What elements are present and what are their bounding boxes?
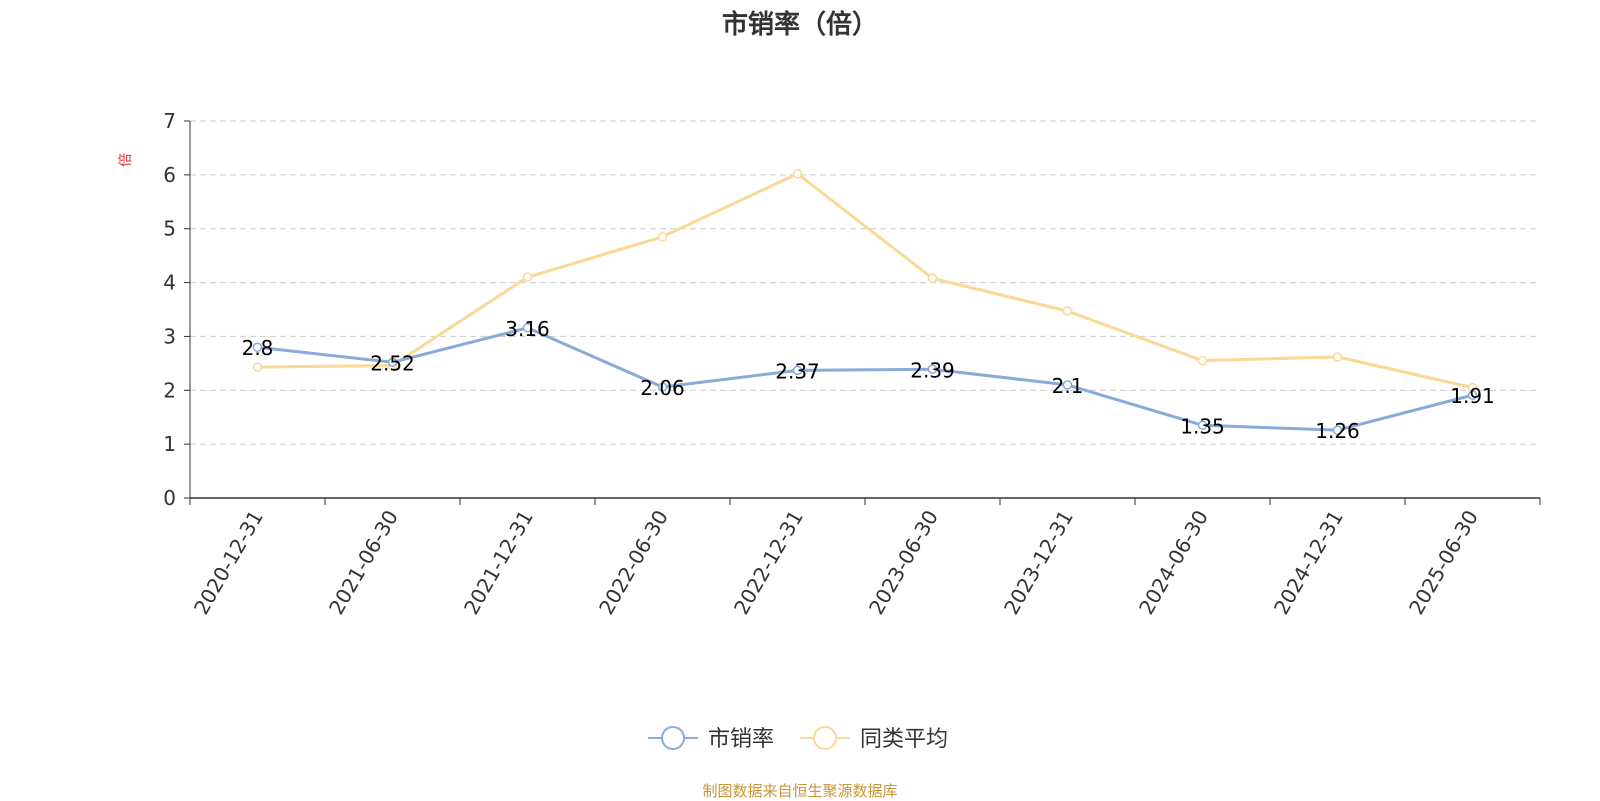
legend-marker: [813, 726, 837, 750]
data-point: [1467, 390, 1478, 400]
y-tick-label: 3: [163, 324, 176, 348]
y-tick-label: 4: [163, 271, 176, 295]
data-point: [522, 323, 533, 333]
data-label: 2.06: [640, 376, 685, 400]
data-point: [522, 272, 533, 282]
x-tick-label: 2023-06-30: [864, 506, 943, 619]
data-point: [792, 365, 803, 376]
x-tick-label: 2024-12-31: [1269, 506, 1348, 619]
data-point: [252, 342, 263, 352]
y-tick-label: 0: [163, 486, 176, 510]
x-tick-label: 2023-12-31: [999, 506, 1078, 619]
legend-label: 市销率: [708, 727, 774, 752]
data-point: [1332, 352, 1343, 362]
y-tick-label: 2: [163, 378, 176, 402]
data-point: [657, 232, 668, 242]
data-label: 2.37: [775, 359, 820, 383]
data-point: [1197, 420, 1208, 431]
y-tick-label: 1: [163, 432, 176, 456]
data-label: 2.39: [910, 358, 955, 382]
legend: 市销率 同类平均: [648, 726, 948, 752]
data-point: [927, 273, 938, 284]
x-tick-label: 2021-12-31: [459, 506, 538, 619]
grid-lines: [190, 120, 1540, 445]
y-tick-label: 7: [163, 109, 176, 133]
line-chart: 0 1 2 3 4 5 6 7 2020-12-31 2021-06-30 2021-12-31 20…: [118, 109, 1541, 752]
data-point: [1062, 306, 1073, 316]
legend-label: 同类平均: [860, 727, 948, 752]
y-axis-unit-label: 倍: [118, 153, 134, 167]
series-line: [257, 326, 1473, 432]
x-tick-label: 2021-06-30: [324, 506, 403, 619]
source-note: 制图数据来自恒生聚源数据库: [702, 782, 898, 800]
data-point: [1332, 425, 1343, 435]
series-line: [257, 172, 1473, 390]
data-point: [387, 357, 398, 368]
data-label: 1.35: [1180, 414, 1225, 438]
legend-marker: [661, 726, 685, 750]
x-tick-label: 2020-12-31: [189, 506, 268, 619]
data-label: 2.52: [370, 351, 415, 375]
x-tick-label: 2024-06-30: [1134, 506, 1213, 619]
chart-title: 市销率（倍）: [721, 10, 878, 40]
x-tick-label: 2022-12-31: [729, 506, 808, 619]
data-labels: 2.8 2.52 3.16 2.06 2.37 2.39 2.1 1.35 1.26 1.91: [242, 317, 1495, 443]
data-point: [927, 364, 938, 375]
data-point: [792, 169, 803, 179]
data-label: 1.91: [1450, 384, 1495, 408]
data-label: 2.1: [1052, 374, 1084, 398]
series-lines: [252, 169, 1478, 435]
data-label: 1.26: [1315, 419, 1360, 443]
data-point: [1062, 380, 1073, 390]
data-point: [252, 362, 263, 372]
data-point: [1197, 355, 1208, 366]
x-tick-label: 2022-06-30: [594, 506, 673, 619]
data-label: 2.8: [242, 336, 274, 360]
data-label: 3.16: [505, 317, 550, 341]
y-tick-label: 6: [163, 163, 176, 187]
y-tick-label: 5: [163, 217, 176, 241]
data-point: [657, 382, 668, 392]
x-tick-label: 2025-06-30: [1404, 506, 1483, 619]
